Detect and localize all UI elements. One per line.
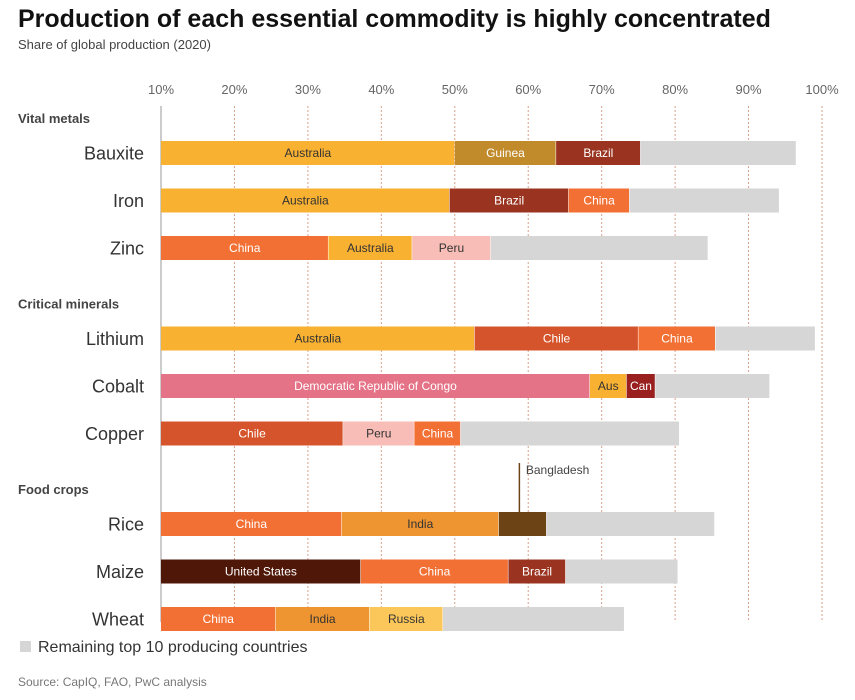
segment-label: China [236, 517, 268, 531]
category-label: Rice [108, 515, 144, 535]
segment-label: India [310, 612, 336, 626]
segment-label: Brazil [522, 565, 552, 579]
source-note: Source: CapIQ, FAO, PwC analysis [18, 675, 207, 689]
segment-label: Chile [543, 332, 571, 346]
group-headers: Vital metals Critical minerals Food crops [18, 111, 119, 497]
segment-label: China [583, 194, 615, 208]
segment-label: Chile [238, 427, 266, 441]
bar-segment [546, 512, 715, 536]
segment-label: Peru [439, 241, 464, 255]
segment-label: Democratic Republic of Congo [294, 379, 457, 393]
bar-segment [343, 421, 414, 446]
bar-segment [508, 559, 566, 584]
category-label: Copper [85, 424, 144, 444]
bar-segment [161, 421, 343, 446]
legend: Remaining top 10 producing countries [20, 639, 308, 656]
segment-label: Brazil [494, 194, 524, 208]
bar-segment [556, 141, 641, 165]
segment-label: Russia [388, 612, 425, 626]
bar-segment [341, 512, 499, 536]
category-label: Cobalt [92, 377, 144, 397]
bar-segment [328, 236, 412, 260]
x-axis-ticks: 10% 20% 30% 40% 50% 60% 70% 80% 90% 100% [148, 82, 839, 97]
segment-label: Brazil [583, 146, 613, 160]
x-tick-label: 100% [805, 82, 839, 97]
chart-title: Production of each essential commodity i… [18, 5, 771, 33]
bar-segment [474, 326, 638, 351]
bar-segment [498, 512, 547, 536]
bars: Australia Guinea Brazil Australia Brazil Chin… [161, 141, 815, 631]
segment-label: Peru [366, 427, 391, 441]
x-tick-label: 70% [589, 82, 615, 97]
bar-segment [161, 559, 361, 584]
legend-label: Remaining top 10 producing countries [38, 639, 308, 656]
bar-segment [454, 141, 556, 165]
segment-label: United States [225, 565, 297, 579]
category-label: Maize [96, 562, 144, 582]
x-tick-label: 80% [662, 82, 688, 97]
segment-label: Australia [294, 332, 341, 346]
chart-subtitle: Share of global production (2020) [18, 37, 211, 52]
x-tick-label: 90% [736, 82, 762, 97]
category-labels: Bauxite Iron Zinc Lithium Cobalt Copper Rice Ma… [84, 144, 144, 630]
bar-segment [568, 188, 630, 213]
bar-segment [715, 326, 815, 351]
bar-segment [490, 236, 708, 260]
segment-label: China [661, 332, 693, 346]
x-tick-label: 60% [515, 82, 541, 97]
bar-segment [449, 188, 569, 213]
category-label: Lithium [86, 329, 144, 349]
bar-segment [161, 326, 475, 351]
bar-segment [161, 141, 455, 165]
bar-segment [565, 559, 678, 584]
segment-label: Australia [282, 194, 329, 208]
category-label: Zinc [110, 239, 144, 259]
legend-swatch [20, 641, 31, 652]
bar-segment [161, 236, 328, 260]
segment-label: Australia [285, 146, 332, 160]
x-tick-label: 40% [368, 82, 394, 97]
segment-label: China [203, 612, 235, 626]
segment-label: China [229, 241, 261, 255]
bar-segment [275, 607, 370, 631]
bar-segment [629, 188, 779, 213]
segment-label: China [419, 565, 451, 579]
category-label: Iron [113, 191, 144, 211]
segment-label: China [422, 427, 454, 441]
bar-segment [640, 141, 796, 165]
x-tick-label: 10% [148, 82, 174, 97]
segment-label: Australia [347, 241, 394, 255]
x-tick-label: 20% [221, 82, 247, 97]
bar-segment [626, 374, 655, 398]
group-header: Critical minerals [18, 297, 119, 312]
category-label: Bauxite [84, 144, 144, 164]
x-tick-label: 30% [295, 82, 321, 97]
x-tick-label: 50% [442, 82, 468, 97]
bar-segment [161, 188, 450, 213]
segment-label: Can [630, 379, 652, 393]
segment-label: Guinea [486, 146, 525, 160]
bar-segment [414, 421, 461, 446]
annotation-label: Bangladesh [526, 463, 589, 477]
bar-segment [161, 512, 342, 536]
bar-segment [589, 374, 627, 398]
annotations: Bangladesh [518, 463, 589, 512]
bar-segment [360, 559, 508, 584]
gridlines [160, 106, 823, 622]
bar-segment [161, 374, 590, 398]
bar-segment [412, 236, 491, 260]
group-header: Food crops [18, 482, 89, 497]
group-header: Vital metals [18, 111, 90, 126]
bar-segment [161, 607, 276, 631]
bar-segment [443, 607, 624, 631]
bar-segment [460, 421, 680, 446]
bar-segment [638, 326, 716, 351]
segment-label: Aus [598, 379, 619, 393]
bar-segment [369, 607, 443, 631]
segment-label: India [407, 517, 433, 531]
category-label: Wheat [92, 610, 144, 630]
bar-segment [655, 374, 770, 398]
